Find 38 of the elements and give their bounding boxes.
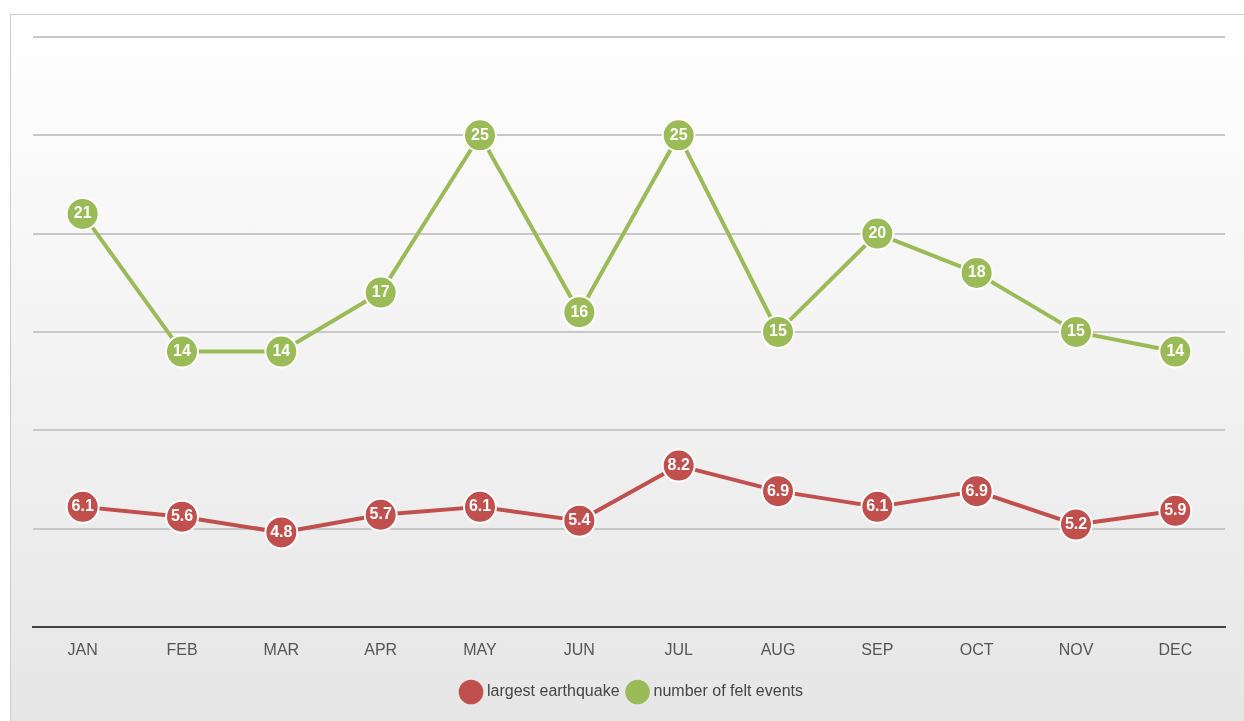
legend-label: largest earthquake <box>487 682 620 700</box>
data-label: 25 <box>669 125 688 143</box>
data-label: 14 <box>272 341 291 359</box>
x-tick-label: MAR <box>263 640 300 658</box>
x-tick-label: APR <box>364 640 398 658</box>
data-label: 8.2 <box>667 455 690 473</box>
legend-label: number of felt events <box>653 682 803 700</box>
x-tick-label: OCT <box>959 640 994 658</box>
x-tick-label: JUL <box>664 640 693 658</box>
data-label: 5.9 <box>1164 501 1187 519</box>
data-label: 15 <box>769 322 787 340</box>
data-label: 14 <box>1166 341 1185 359</box>
data-label: 4.8 <box>270 522 293 540</box>
x-tick-label: JUN <box>563 640 595 658</box>
x-tick-label: JAN <box>67 640 98 658</box>
data-label: 21 <box>73 204 92 222</box>
data-label: 5.7 <box>369 505 392 523</box>
x-tick-label: MAY <box>463 640 498 658</box>
x-tick-label: DEC <box>1158 640 1193 658</box>
data-label: 6.9 <box>965 481 988 499</box>
data-label: 17 <box>371 282 390 300</box>
data-label: 6.1 <box>866 497 889 515</box>
x-tick-label: NOV <box>1058 640 1094 658</box>
data-label: 6.1 <box>71 497 94 515</box>
data-label: 14 <box>173 341 191 359</box>
data-label: 6.9 <box>766 481 790 499</box>
data-label: 15 <box>1067 322 1085 340</box>
data-label: 5.6 <box>170 507 194 525</box>
data-label: 25 <box>471 125 489 143</box>
data-label: 6.1 <box>468 497 492 515</box>
x-tick-label: SEP <box>861 640 894 658</box>
data-label: 20 <box>868 224 887 242</box>
data-label: 5.4 <box>568 511 591 529</box>
x-tick-label: AUG <box>760 640 796 658</box>
data-label: 16 <box>570 302 589 320</box>
data-label: 5.2 <box>1064 514 1088 532</box>
x-tick-label: FEB <box>166 640 198 658</box>
data-label: 18 <box>967 263 986 281</box>
